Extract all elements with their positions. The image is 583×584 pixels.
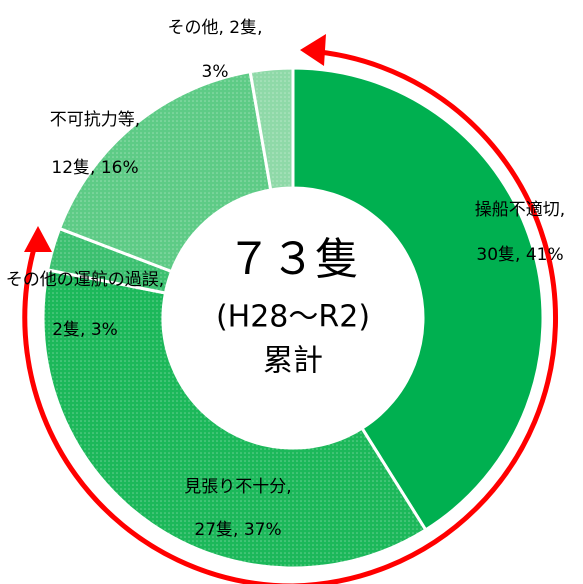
arrow-left xyxy=(22,234,294,584)
arrow-right xyxy=(292,48,558,584)
slice-texture xyxy=(42,269,426,569)
data-label: 12隻, 16% xyxy=(51,158,138,178)
slice xyxy=(291,66,545,532)
center-total: 累計 xyxy=(263,344,323,379)
data-label: その他の運航の過誤, xyxy=(6,270,164,290)
data-label: 3% xyxy=(202,62,229,82)
slice-texture xyxy=(59,71,271,272)
data-label: 2隻, 3% xyxy=(52,320,118,340)
data-label: 見張り不十分, xyxy=(184,477,291,497)
data-label: 27隻, 37% xyxy=(194,520,281,540)
arrow-head-right xyxy=(300,34,326,66)
data-label: 不可抗力等, xyxy=(50,110,140,130)
center-period: (H28～R2) xyxy=(216,300,370,335)
red-arrows xyxy=(22,48,558,584)
slice-texture xyxy=(250,68,293,190)
data-label: その他, 2隻, xyxy=(167,18,262,38)
data-label: 操船不適切, xyxy=(475,200,565,220)
data-label: 30隻, 41% xyxy=(476,245,563,265)
arrow-head-left xyxy=(24,226,52,252)
slice-texture xyxy=(47,228,172,293)
center-count: ７３隻 xyxy=(227,234,359,285)
